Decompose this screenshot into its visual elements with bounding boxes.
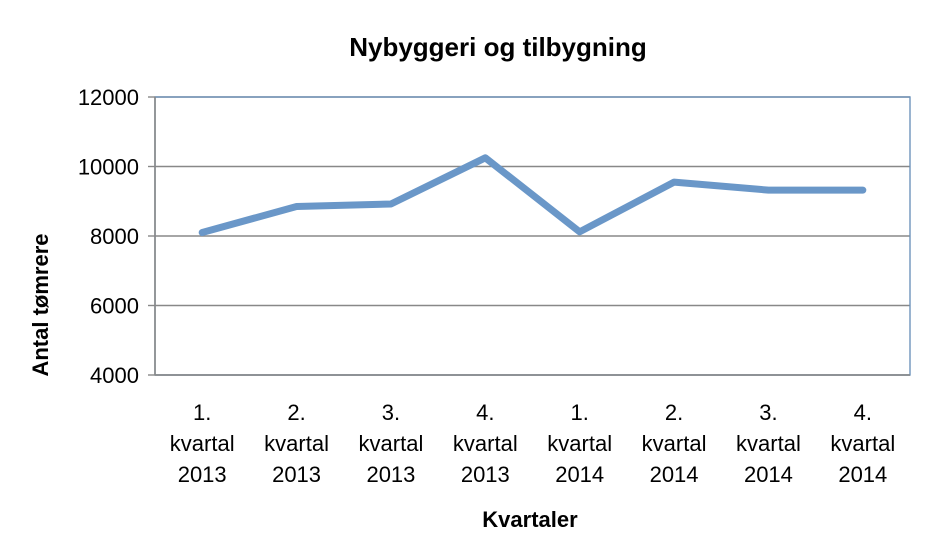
x-tick-label: 2014 [650,462,699,487]
x-axis-title: Kvartaler [482,507,578,532]
x-tick-label: 3. [382,400,400,425]
x-tick-label: 4. [476,400,494,425]
x-tick-label: 4. [854,400,872,425]
x-tick-label: 2013 [178,462,227,487]
chart-title: Nybyggeri og tilbygning [349,32,647,62]
x-tick-label: 2014 [555,462,604,487]
gridlines [155,96,910,376]
y-axis: 12000 10000 8000 6000 4000 [78,85,156,388]
x-tick-label: kvartal [170,431,235,456]
x-tick-label: kvartal [359,431,424,456]
x-tick-label: kvartal [547,431,612,456]
x-tick-label: kvartal [736,431,801,456]
x-tick-label: 2013 [366,462,415,487]
x-tick-label: 1. [571,400,589,425]
x-tick-label: kvartal [264,431,329,456]
x-tick-label: kvartal [830,431,895,456]
x-tick-label: 2013 [272,462,321,487]
x-tick-label: 2. [287,400,305,425]
series-layer [198,154,867,237]
y-axis-title: Antal tømrere [28,233,53,376]
series-line [198,154,867,237]
x-tick-label: 2013 [461,462,510,487]
y-tick-label: 8000 [90,224,139,249]
x-tick-label: 2014 [744,462,793,487]
x-tick-label: 3. [759,400,777,425]
x-tick-label: kvartal [642,431,707,456]
x-tick-label: 2. [665,400,683,425]
y-tick-label: 10000 [78,155,139,180]
y-tick-label: 6000 [90,294,139,319]
y-tick-label: 4000 [90,363,139,388]
x-axis: 1. kvartal 2013 2. kvartal 2013 3. kvartal 2013 4… [155,374,910,487]
y-tick-label: 12000 [78,85,139,110]
x-tick-label: 1. [193,400,211,425]
x-tick-label: kvartal [453,431,518,456]
x-tick-label: 2014 [838,462,887,487]
